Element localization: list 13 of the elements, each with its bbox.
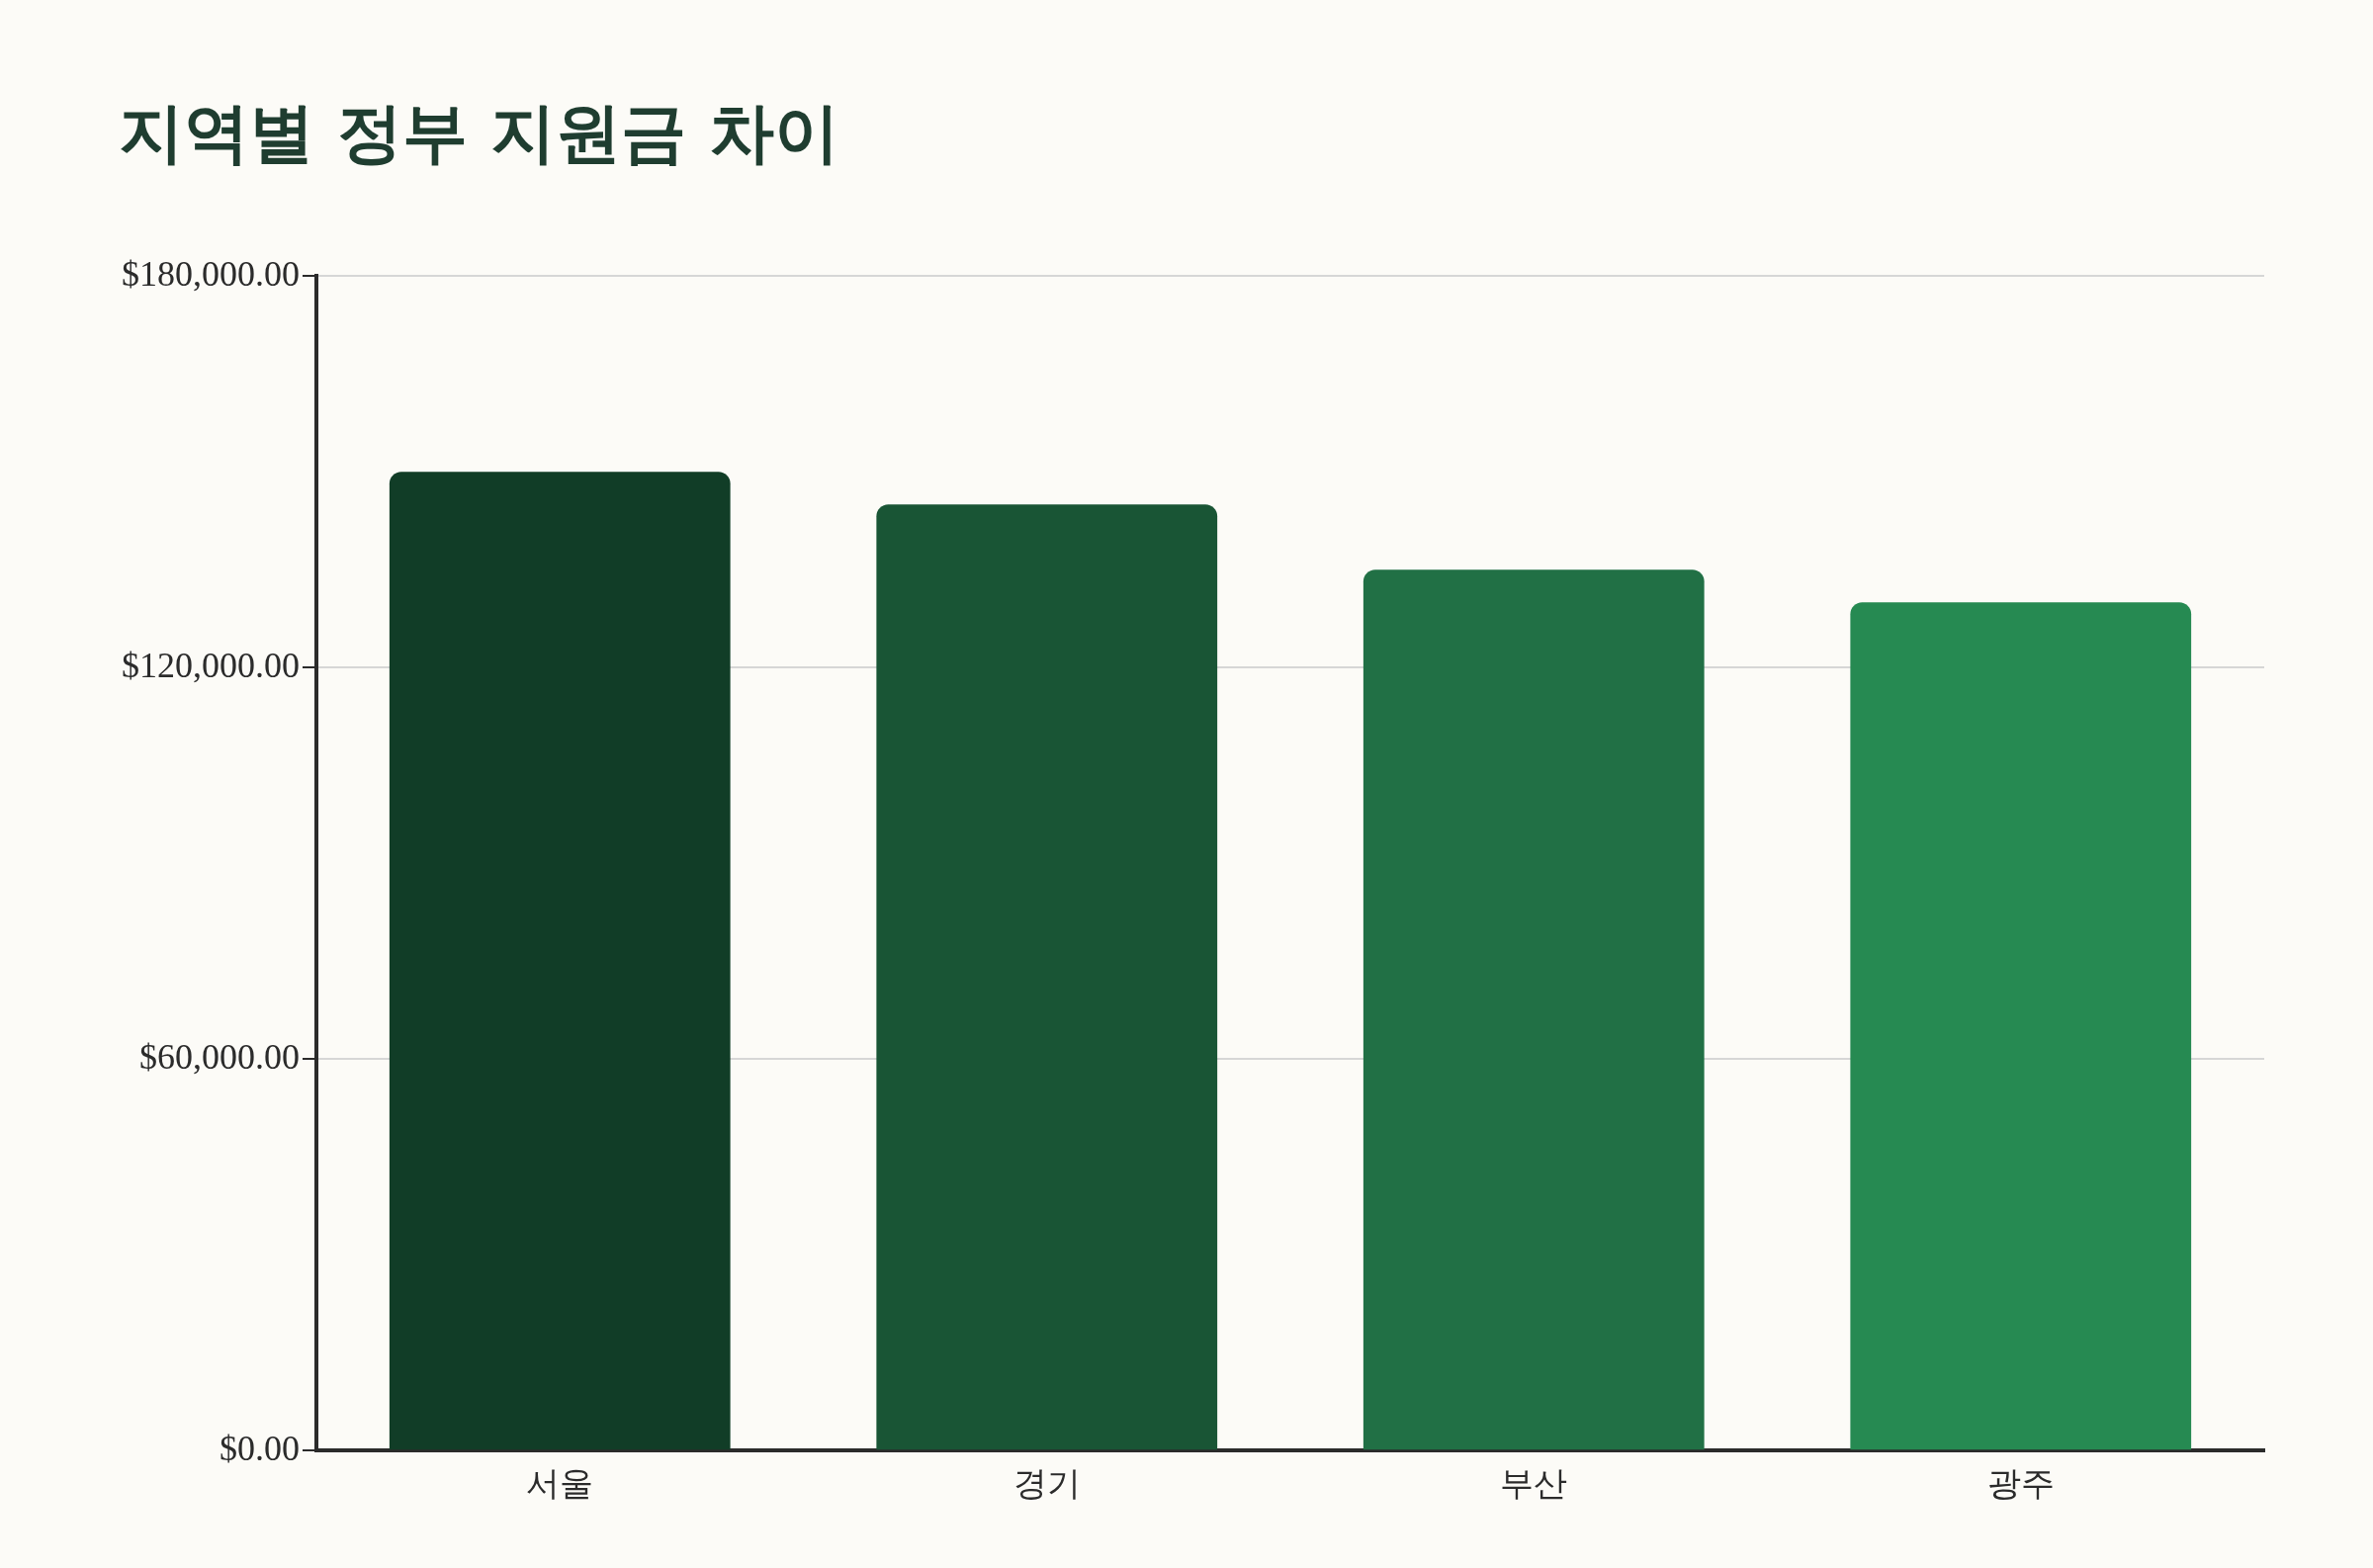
bar: [876, 504, 1218, 1450]
bar: [1362, 569, 1705, 1450]
x-tick-label: 광주: [1986, 1463, 2055, 1504]
chart-title: 지역별 정부 지원금 차이: [119, 94, 839, 171]
x-tick-label: 부산: [1500, 1463, 1568, 1504]
y-tick-label: $180,000.00: [122, 253, 300, 294]
y-tick-label: $0.00: [220, 1428, 300, 1468]
bar: [1850, 602, 2192, 1450]
x-tick-label: 경기: [1012, 1463, 1081, 1504]
bar: [389, 472, 731, 1450]
y-tick-label: $60,000.00: [139, 1036, 300, 1077]
x-tick-label: 서울: [526, 1463, 594, 1504]
y-tick-label: $120,000.00: [122, 645, 300, 685]
